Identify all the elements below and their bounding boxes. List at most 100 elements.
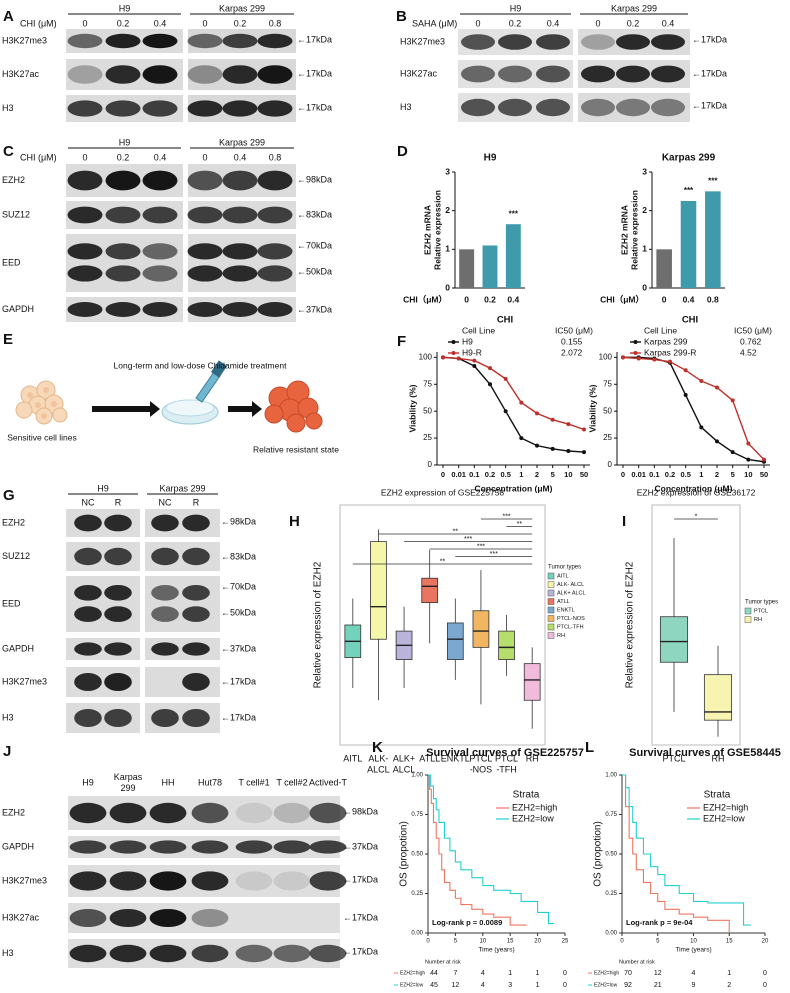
y-tick-label: 2 bbox=[642, 205, 647, 215]
blot-background bbox=[145, 576, 220, 632]
blot-band bbox=[257, 302, 293, 317]
size-marker: ←17kDa bbox=[343, 912, 378, 922]
legend-label: EZH2=high bbox=[703, 802, 748, 812]
bar bbox=[459, 249, 475, 288]
blot-band bbox=[182, 584, 210, 601]
x-tick-label: 0.1 bbox=[469, 470, 479, 479]
y-axis-label: Viability (%) bbox=[587, 384, 597, 432]
row-label: H3K27me3 bbox=[400, 36, 445, 46]
lane-label: 0.2 bbox=[509, 18, 522, 28]
data-point bbox=[503, 409, 508, 414]
y-axis-label: OS (propotion) bbox=[399, 821, 410, 887]
x-tick-label: 0 bbox=[620, 939, 624, 945]
y-axis-label: Relative expression of EZH2 bbox=[313, 561, 324, 688]
blot-band bbox=[222, 206, 258, 224]
x-tick-label: 5 bbox=[731, 470, 735, 479]
legend-label: PTCL-TFH bbox=[557, 624, 584, 630]
legend-label: ENKTL bbox=[557, 607, 575, 613]
risk-label: EZH2=high bbox=[400, 970, 425, 976]
logrank-label: Log-rank p = 9e-04 bbox=[626, 918, 693, 927]
panel-letter: I bbox=[622, 513, 626, 530]
box bbox=[370, 541, 387, 640]
y-tick-label: 100 bbox=[599, 352, 613, 361]
data-point bbox=[472, 363, 477, 368]
blot-band bbox=[273, 802, 311, 824]
series-line bbox=[442, 356, 585, 431]
data-point bbox=[715, 385, 719, 390]
x-axis-label: Time (years) bbox=[478, 947, 514, 954]
panel-letter: B bbox=[396, 8, 407, 25]
y-tick-label: 2 bbox=[445, 205, 450, 215]
row-label: H3 bbox=[2, 103, 14, 113]
blot-band bbox=[580, 98, 616, 117]
blot-band bbox=[69, 840, 107, 854]
bar bbox=[505, 224, 521, 288]
legend-header: IC50 (μM) bbox=[734, 325, 772, 335]
blot-band bbox=[497, 65, 533, 83]
row-label: GAPDH bbox=[2, 643, 34, 653]
legend-label: ALK- ALCL bbox=[557, 582, 584, 588]
data-point bbox=[488, 366, 492, 371]
significance: *** bbox=[464, 536, 472, 543]
size-marker: ←17kDa bbox=[297, 68, 332, 78]
blot-band bbox=[109, 840, 147, 854]
risk-value: 7 bbox=[453, 970, 457, 977]
blot-band bbox=[151, 547, 179, 566]
lane-label: 0.2 bbox=[117, 152, 130, 162]
y-axis-label: Relative expression bbox=[432, 190, 442, 270]
blot-band bbox=[235, 802, 273, 824]
plot-frame bbox=[339, 504, 546, 746]
lane-label: 299 bbox=[120, 783, 135, 793]
data-point bbox=[519, 400, 524, 405]
legend-header: IC50 (μM) bbox=[555, 325, 593, 335]
blot-band bbox=[222, 100, 258, 117]
risk-value: 3 bbox=[508, 982, 512, 989]
row-label: H3 bbox=[400, 102, 412, 112]
row-label: EZH2 bbox=[2, 807, 25, 817]
risk-value: 0 bbox=[563, 970, 567, 977]
blot-band bbox=[535, 34, 571, 50]
blot-band bbox=[309, 802, 347, 824]
blot-band bbox=[67, 243, 103, 260]
data-point bbox=[456, 356, 461, 361]
x-axis-label: CHI（μM） bbox=[403, 294, 447, 304]
x-tick-label: 10 bbox=[744, 470, 752, 479]
blot-band bbox=[67, 33, 103, 49]
x-tick-label: AITL bbox=[343, 753, 362, 763]
blot-band bbox=[149, 840, 187, 854]
blot-band bbox=[104, 514, 132, 532]
legend-swatch bbox=[547, 632, 555, 639]
blot-band bbox=[650, 65, 686, 83]
box bbox=[523, 663, 541, 701]
x-tick-label: ATLL bbox=[419, 753, 440, 763]
blot-band bbox=[74, 584, 102, 601]
blot-band bbox=[105, 265, 141, 282]
blot-band bbox=[149, 909, 187, 927]
x-axis-label: CHI（μM） bbox=[600, 294, 644, 304]
blot-band bbox=[650, 98, 686, 117]
legend-label: PTCL-NOS bbox=[557, 616, 585, 622]
blot-band bbox=[182, 514, 210, 532]
blot-band bbox=[142, 170, 178, 191]
panel-letter: G bbox=[3, 487, 15, 504]
blot-band bbox=[580, 34, 616, 50]
legend-label: H9-R bbox=[462, 347, 482, 357]
data-point bbox=[535, 443, 539, 448]
plot-frame bbox=[651, 504, 741, 746]
x-tick-label: 25 bbox=[562, 939, 569, 945]
schematic-label: Sensitive cell lines bbox=[7, 432, 76, 442]
y-tick-label: 1.00 bbox=[605, 773, 617, 779]
x-tick-label: ALK- bbox=[368, 753, 388, 763]
blot-band bbox=[105, 100, 141, 117]
y-tick-label: 0 bbox=[642, 282, 647, 292]
data-point bbox=[636, 356, 641, 361]
risk-value: 21 bbox=[654, 982, 662, 989]
panel-letter: A bbox=[3, 8, 14, 25]
blot-background bbox=[66, 234, 183, 292]
legend-swatch bbox=[744, 607, 752, 615]
group-label: H9 bbox=[510, 3, 522, 13]
blot-band bbox=[257, 243, 293, 260]
data-point bbox=[746, 441, 751, 446]
blot-band bbox=[149, 944, 187, 963]
y-tick-label: 0.25 bbox=[605, 891, 617, 897]
